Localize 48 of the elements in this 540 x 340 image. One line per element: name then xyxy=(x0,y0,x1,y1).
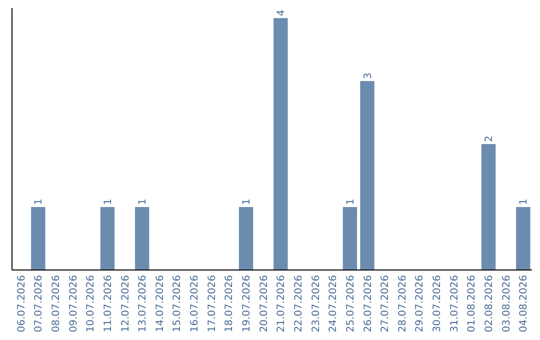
data-label: 2 xyxy=(484,136,496,142)
data-label: 1 xyxy=(242,198,253,206)
x-tick-label: 24.07.2026 xyxy=(328,275,340,332)
x-tick-label: 08.07.2026 xyxy=(50,275,62,332)
x-tick-label: 10.07.2026 xyxy=(86,275,97,332)
x-tick-label: 27.07.2026 xyxy=(380,275,392,332)
bar xyxy=(516,207,530,270)
bar xyxy=(134,207,150,270)
data-label: 4 xyxy=(276,10,288,16)
x-tick-label: 14.07.2026 xyxy=(154,275,166,332)
bar xyxy=(342,207,358,270)
x-tick-label: 07.07.2026 xyxy=(34,275,45,332)
x-tick-label: 04.08.2026 xyxy=(518,275,530,332)
x-tick-label: 09.07.2026 xyxy=(68,275,80,332)
x-tick-label: 30.07.2026 xyxy=(432,275,444,332)
x-tick-label: 31.07.2026 xyxy=(449,275,460,332)
bar xyxy=(274,18,288,270)
x-tick-label: 21.07.2026 xyxy=(276,275,288,332)
x-tick-label: 20.07.2026 xyxy=(258,275,270,332)
x-tick-label: 12.07.2026 xyxy=(120,275,132,332)
x-tick-label: 29.07.2026 xyxy=(414,275,426,332)
data-label: 1 xyxy=(345,198,356,206)
x-tick-label: 18.07.2026 xyxy=(224,275,236,332)
bar xyxy=(238,207,254,270)
data-label: 1 xyxy=(34,198,45,206)
x-tick-label: 06.07.2026 xyxy=(16,275,28,332)
x-tick-label: 19.07.2026 xyxy=(242,275,253,332)
x-tick-label: 26.07.2026 xyxy=(362,275,374,332)
bar xyxy=(31,207,46,270)
bar xyxy=(100,207,115,270)
data-label: 1 xyxy=(518,198,530,206)
x-tick-label: 11.07.2026 xyxy=(102,275,114,332)
x-tick-label: 02.08.2026 xyxy=(484,275,496,332)
x-tick-label: 25.07.2026 xyxy=(345,275,356,332)
x-tick-label: 17.07.2026 xyxy=(206,275,218,332)
bar xyxy=(360,81,374,270)
data-label: 3 xyxy=(362,72,374,80)
data-label: 1 xyxy=(102,198,114,206)
x-tick-label: 15.07.2026 xyxy=(172,275,184,332)
x-tick-label: 28.07.2026 xyxy=(397,275,408,332)
x-tick-label: 03.08.2026 xyxy=(501,275,512,332)
x-tick-label: 13.07.2026 xyxy=(138,275,149,332)
x-tick-label: 22.07.2026 xyxy=(293,275,304,332)
x-tick-label: 01.08.2026 xyxy=(466,275,478,332)
data-label: 1 xyxy=(138,198,149,206)
x-tick-label: 23.07.2026 xyxy=(310,275,322,332)
bar xyxy=(481,144,496,270)
x-tick-label: 16.07.2026 xyxy=(190,275,201,332)
